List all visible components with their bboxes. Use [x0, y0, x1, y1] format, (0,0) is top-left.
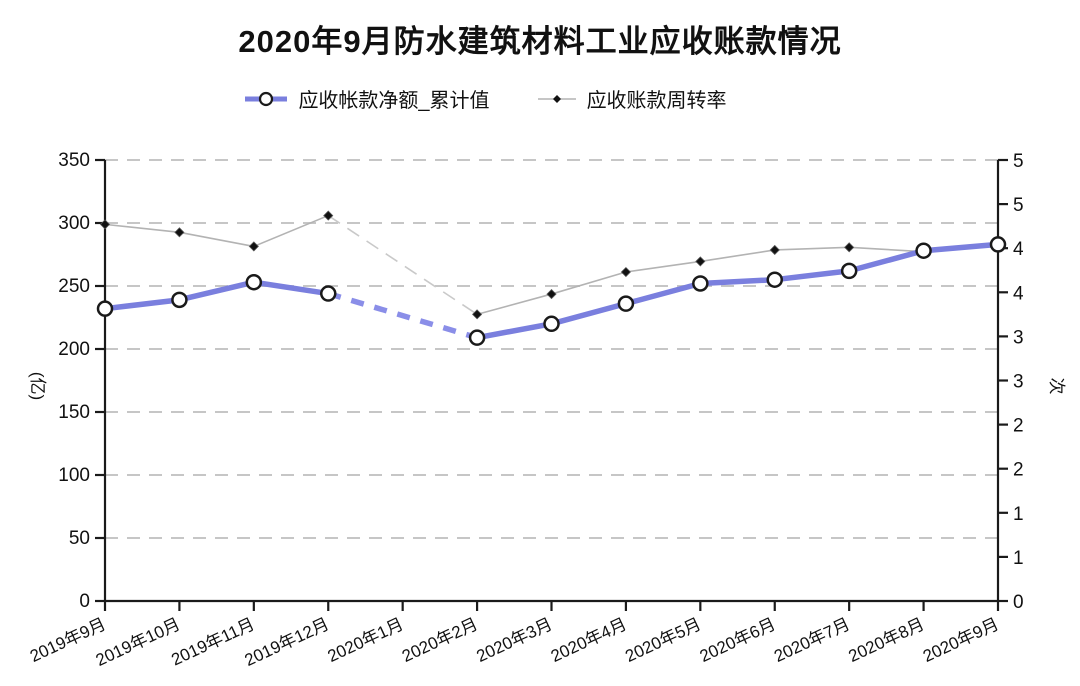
y-right-tick-label: 4 — [1013, 283, 1024, 304]
data-point-turnover-rate — [323, 210, 334, 221]
axis-titles: (亿) 次 — [28, 372, 1066, 400]
data-point-net-receivables — [915, 242, 932, 259]
data-point-net-receivables — [989, 236, 1007, 253]
y-right-tick-label: 4 — [1013, 239, 1024, 260]
x-tick-label: 2019年10月 — [93, 614, 183, 670]
x-tick-label: 2020年9月 — [920, 614, 1002, 666]
y-right-tick-label: 1 — [1013, 548, 1024, 569]
legend: 应收帐款净额_累计值 应收账款周转率 — [0, 84, 1025, 113]
y-left-tick-label: 0 — [79, 591, 90, 612]
y-right-tick-label: 1 — [1013, 504, 1024, 525]
data-point-net-receivables — [245, 273, 263, 291]
data-point-net-receivables — [543, 315, 560, 333]
y-left-tick-label: 300 — [58, 213, 90, 234]
y-right-tick-label: 3 — [1013, 372, 1024, 393]
data-point-net-receivables — [692, 275, 709, 292]
x-axis-labels: 2019年9月2019年10月2019年11月2019年12月2020年1月20… — [27, 601, 1002, 670]
y-right-tick-label: 5 — [1013, 151, 1024, 172]
y-right-tick-label: 0 — [1013, 592, 1024, 613]
data-point-turnover-rate — [99, 219, 111, 230]
data-point-turnover-rate — [620, 266, 631, 278]
data-point-net-receivables — [320, 285, 337, 302]
data-point-net-receivables — [96, 300, 114, 317]
data-point-net-receivables — [617, 295, 635, 312]
legend-item-net-receivables: 应收帐款净额_累计值 — [243, 84, 490, 113]
data-point-turnover-rate — [695, 256, 706, 267]
x-tick-label: 2020年3月 — [473, 614, 555, 666]
y-left-tick-label: 100 — [58, 465, 90, 486]
y-right-axis-title: 次 — [1047, 378, 1066, 395]
y-right-tick-label: 2 — [1013, 460, 1024, 481]
y-right-tick-label: 5 — [1013, 195, 1024, 216]
data-point-net-receivables — [171, 291, 188, 309]
chart-title: 2020年9月防水建筑材料工业应收账款情况 — [238, 24, 842, 59]
x-tick-label: 2019年11月 — [168, 614, 257, 669]
data-point-turnover-rate — [769, 244, 780, 256]
legend-label-net-receivables: 应收帐款净额_累计值 — [298, 90, 490, 112]
data-point-net-receivables — [468, 329, 486, 346]
x-tick-label: 2019年12月 — [242, 614, 332, 670]
data-point-net-receivables — [840, 262, 858, 280]
y-left-tick-label: 350 — [58, 150, 90, 171]
y-right-tick-label: 3 — [1013, 327, 1024, 348]
x-tick-label: 2020年4月 — [548, 614, 630, 666]
legend-label-turnover-rate: 应收账款周转率 — [586, 90, 727, 112]
y-axis-right-labels: 0 1 1 2 2 3 3 4 4 5 5 — [998, 151, 1024, 613]
legend-marker-net-receivables-icon — [245, 91, 288, 106]
series-turnover-rate — [99, 210, 1004, 320]
x-tick-label: 2020年1月 — [325, 614, 407, 666]
data-point-net-receivables — [766, 271, 783, 288]
data-point-turnover-rate — [844, 242, 855, 253]
data-point-turnover-rate — [248, 241, 259, 252]
y-left-tick-label: 50 — [69, 528, 90, 549]
x-tick-label: 2020年7月 — [771, 614, 853, 666]
y-left-axis-title: (亿) — [28, 372, 47, 400]
y-left-tick-label: 250 — [58, 276, 90, 297]
legend-marker-turnover-rate-icon — [537, 94, 576, 103]
data-point-turnover-rate — [174, 227, 185, 238]
y-left-tick-label: 200 — [58, 339, 90, 360]
legend-item-turnover-rate: 应收账款周转率 — [536, 84, 727, 113]
y-right-tick-label: 2 — [1013, 416, 1024, 437]
series-net-receivables — [96, 236, 1007, 346]
x-tick-label: 2020年2月 — [399, 614, 481, 666]
gridlines — [105, 159, 998, 539]
x-tick-label: 2020年8月 — [846, 614, 928, 666]
axes — [103, 160, 1000, 603]
x-tick-label: 2020年5月 — [622, 614, 704, 666]
y-left-tick-label: 150 — [58, 402, 90, 423]
data-point-turnover-rate — [472, 309, 483, 320]
data-point-turnover-rate — [546, 288, 557, 300]
y-axis-left-labels: 0 50 100 150 200 250 300 350 — [58, 150, 105, 612]
x-tick-label: 2020年6月 — [697, 614, 779, 666]
